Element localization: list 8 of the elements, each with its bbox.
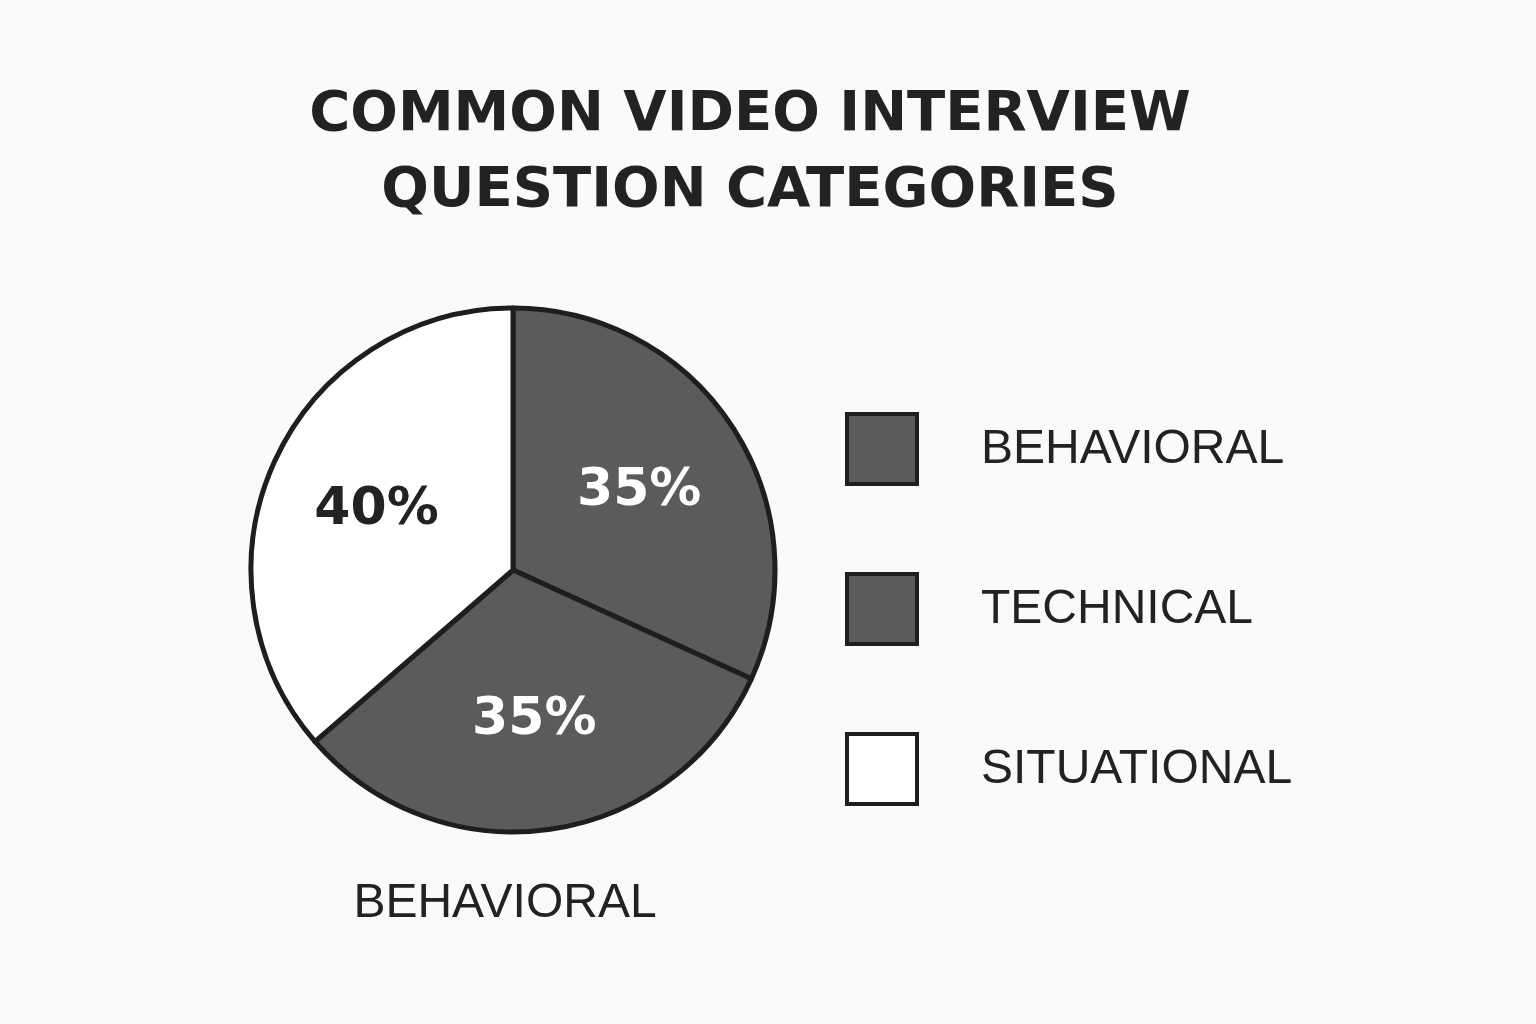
text: BEHAVIORAL	[353, 874, 657, 927]
legend-label: TECHNICAL	[981, 580, 1254, 633]
data-label: 35%	[472, 686, 597, 747]
data-label: 35%	[576, 456, 702, 517]
chart-title: COMMON VIDEO INTERVIEW QUESTION CATEGORIES	[309, 78, 1191, 219]
legend-label: SITUATIONAL	[981, 740, 1293, 793]
legend-label: BEHAVIORAL	[981, 420, 1285, 473]
data-label: 40%	[314, 475, 439, 536]
